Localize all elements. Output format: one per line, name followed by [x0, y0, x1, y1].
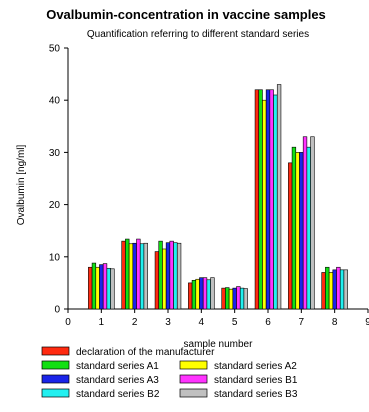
bar	[143, 242, 148, 310]
bar	[206, 279, 211, 310]
bar	[173, 242, 178, 310]
bar	[158, 240, 163, 310]
bar	[291, 146, 297, 310]
bar	[95, 266, 100, 310]
legend-swatch	[41, 374, 70, 384]
bar	[176, 242, 182, 310]
bar	[295, 152, 300, 310]
bar	[276, 84, 282, 310]
legend-label: standard series B3	[214, 389, 298, 400]
plot-area: 0 10 20 30 40 50 0 1 2 3 4 5 6 7 8 9	[49, 44, 369, 329]
legend-label: standard series A2	[214, 361, 297, 372]
bar	[328, 272, 334, 310]
x-tick-label: 5	[232, 317, 238, 328]
bar	[102, 263, 108, 310]
legend-label: standard series B1	[214, 375, 298, 386]
x-tick-label: 7	[299, 317, 305, 328]
x-tick-label: 9	[365, 317, 369, 328]
x-tick-label: 4	[199, 317, 205, 328]
x-tick-label: 8	[332, 317, 338, 328]
bar	[325, 266, 330, 310]
bar	[162, 248, 167, 310]
bar	[269, 89, 274, 310]
legend-swatch	[179, 388, 208, 398]
legend: declaration of the manufacturer standard …	[41, 346, 298, 400]
legend-swatch	[179, 374, 208, 384]
bar	[228, 288, 234, 310]
bar	[258, 89, 263, 310]
bar	[321, 272, 326, 310]
bar	[121, 240, 126, 310]
legend-label: declaration of the manufacturer	[76, 347, 215, 358]
bar	[99, 264, 104, 310]
y-axis-label: Ovalbumin [ng/ml]	[16, 144, 27, 225]
y-tick-label: 10	[49, 252, 61, 263]
chart-subtitle: Quantification referring to different st…	[87, 29, 309, 40]
bar	[139, 243, 145, 310]
bar	[128, 243, 134, 310]
legend-label: standard series B2	[76, 389, 160, 400]
bar	[210, 277, 215, 310]
bar	[188, 282, 193, 310]
bar	[302, 136, 308, 310]
bar	[169, 240, 174, 310]
legend-label: standard series A1	[76, 361, 159, 372]
bar	[154, 251, 160, 310]
bar	[225, 287, 230, 310]
bar	[243, 288, 248, 310]
y-tick-label: 40	[49, 96, 61, 107]
x-tick-label: 0	[65, 317, 71, 328]
chart-title: Ovalbumin-concentration in vaccine sampl…	[46, 7, 326, 22]
bar	[91, 262, 97, 310]
bar	[262, 99, 267, 310]
bar	[191, 279, 197, 310]
legend-swatch	[41, 388, 70, 398]
bar	[165, 242, 171, 310]
bar	[343, 269, 348, 310]
bar	[336, 266, 341, 310]
bar	[221, 287, 226, 310]
bar	[310, 136, 315, 310]
bar	[232, 287, 237, 310]
bar	[199, 277, 204, 310]
bar	[110, 268, 115, 310]
x-axis-label: sample number	[184, 339, 254, 350]
bar	[239, 287, 245, 310]
y-tick-label: 50	[49, 44, 61, 55]
bar	[106, 267, 111, 310]
x-tick-label: 6	[265, 317, 271, 328]
bar	[299, 152, 304, 310]
bar	[236, 286, 241, 310]
bar	[273, 94, 278, 310]
x-tick-label: 3	[165, 317, 171, 328]
bar	[125, 238, 130, 310]
bar	[88, 266, 93, 310]
legend-swatch	[179, 360, 208, 370]
bar	[202, 277, 208, 310]
bar	[265, 89, 271, 310]
bar	[132, 242, 137, 310]
y-tick-label: 30	[49, 148, 61, 159]
bar	[306, 146, 311, 310]
bar	[339, 269, 345, 310]
bar	[136, 238, 141, 310]
legend-label: standard series A3	[76, 375, 159, 386]
y-tick-label: 0	[54, 305, 60, 316]
legend-swatch	[41, 346, 70, 356]
x-tick-label: 2	[132, 317, 138, 328]
bar	[195, 278, 200, 310]
bar	[254, 89, 260, 310]
y-tick-label: 20	[49, 200, 61, 211]
legend-swatch	[41, 360, 70, 370]
bar	[332, 269, 337, 310]
x-tick-label: 1	[99, 317, 105, 328]
bar	[288, 162, 293, 310]
